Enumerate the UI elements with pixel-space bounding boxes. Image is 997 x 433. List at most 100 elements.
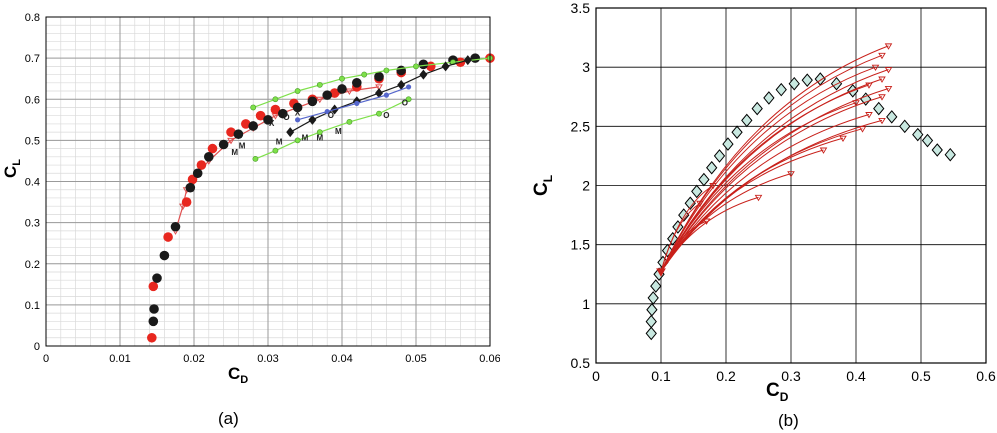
chart-b-diamond-point — [713, 149, 726, 163]
chart-b-diamond-point — [944, 147, 956, 162]
chart-a-point — [346, 118, 353, 125]
chart-b-red-marker — [696, 200, 704, 208]
chart-b-diamond-point — [691, 184, 703, 199]
chart-a-point — [396, 65, 407, 76]
chart-b-series — [645, 43, 956, 341]
chart-b-diamond-point — [646, 302, 658, 317]
chart-b-diamond-point — [678, 208, 690, 222]
chart-a-annotation: X — [269, 119, 275, 128]
chart-a-point — [147, 332, 157, 343]
chart-a-ytick-label: 0.5 — [25, 135, 40, 147]
chart-b-red-marker — [702, 218, 711, 225]
chart-a-point — [339, 75, 345, 82]
chart-a-annotation: M — [231, 148, 238, 157]
chart-b-xtick-label: 0.3 — [781, 368, 801, 384]
chart-a-annotation: X — [295, 109, 301, 118]
chart-a-point — [152, 273, 162, 283]
chart-a-series-6 — [295, 84, 412, 123]
chart-b-diamond-point — [788, 76, 800, 91]
chart-a-ytick-label: 0.1 — [25, 300, 40, 312]
chart-b-red-line — [660, 54, 883, 273]
chart-b-diamond-point — [912, 127, 924, 142]
chart-b-xtick-label: 0.5 — [911, 368, 931, 384]
chart-b-red-marker — [819, 147, 828, 154]
chart-a-point — [181, 197, 192, 207]
chart-b-red-marker — [878, 76, 886, 83]
chart-b-diamond-point — [873, 101, 885, 116]
chart-b-red-line — [660, 84, 870, 273]
chart-a-series-line — [252, 57, 491, 109]
chart-b-red-line — [660, 66, 876, 273]
chart-a-annotation: M — [316, 133, 323, 142]
chart-a-point — [185, 182, 196, 193]
chart-b-red-marker — [709, 183, 717, 190]
chart-b-ytick-label: 2.5 — [571, 118, 591, 134]
chart-b-xtick-label: 0.6 — [976, 368, 996, 384]
chart-b-red-marker — [884, 67, 893, 74]
chart-a-point — [354, 100, 360, 106]
chart-a-xtick-label: 0.01 — [109, 353, 130, 365]
chart-a-ytick-label: 0.2 — [25, 259, 40, 271]
chart-a-point — [329, 88, 340, 98]
chart-a-point — [218, 139, 229, 150]
chart-a-ytick-label: 0.6 — [25, 94, 40, 106]
chart-b-diamond-point — [899, 119, 911, 134]
chart-b-diamond-point — [931, 143, 943, 157]
chart-a-series-4 — [252, 96, 412, 162]
chart-b-red-marker — [884, 43, 893, 50]
chart-b-red-marker — [787, 171, 795, 178]
chart-a-point — [196, 160, 207, 170]
chart-b-diamond-point — [706, 160, 718, 175]
chart-a-point — [383, 67, 390, 74]
chart-a-point — [345, 88, 354, 95]
chart-b-red-marker — [865, 82, 873, 89]
chart-a-xtick-label: 0.05 — [405, 353, 426, 365]
chart-b-diamond-point — [886, 110, 898, 124]
chart-b-ytick-label: 3 — [582, 59, 590, 75]
chart-a-point — [227, 137, 235, 145]
chart-a-point — [248, 121, 258, 131]
chart-b-diamond-point — [763, 91, 775, 105]
chart-b-diamond-point — [921, 133, 934, 148]
chart-a-series-3 — [250, 55, 493, 111]
chart-b-ticks: 0 0.1 0.2 0.3 0.4 0.5 0.6 0.5 1 1.5 2 2.5 3 3.5 — [571, 0, 996, 384]
chart-a-ytick-label: 0 — [34, 341, 40, 353]
chart-b-xtick-label: 0.2 — [716, 368, 736, 384]
chart-a-point — [419, 69, 428, 80]
chart-b-red-line — [660, 220, 707, 273]
chart-b-red-marker — [839, 135, 847, 143]
chart-a-point — [159, 250, 170, 261]
chart-b-xtick-label: 0.4 — [846, 368, 866, 384]
chart-b-diamond-point — [684, 196, 696, 211]
chart-a-point — [250, 104, 257, 111]
chart-b-red-marker — [754, 194, 763, 202]
chart-a-annotation: M — [276, 137, 283, 146]
chart-a-point — [272, 96, 279, 103]
chart-a-point — [337, 84, 347, 94]
chart-b-red-marker — [878, 52, 886, 60]
chart-a-point — [241, 119, 251, 129]
chart-b-diamond-point — [645, 326, 657, 341]
chart-a-point — [308, 114, 317, 125]
chart-a-point — [322, 90, 333, 100]
chart-a-point — [374, 71, 384, 82]
chart-a-annotation: O — [383, 111, 389, 120]
chart-a-point — [406, 84, 412, 90]
chart-a-point — [324, 108, 330, 115]
chart-a-ticks: 0 0.01 0.02 0.03 0.04 0.05 0.06 0 0.1 0.2 0.3 0.4 0.… — [25, 12, 500, 365]
chart-a-point — [263, 115, 273, 125]
chart-b-xtick-label: 0 — [592, 368, 600, 384]
chart-a-point — [204, 152, 214, 162]
chart-a-point — [163, 232, 173, 242]
chart-a-point — [463, 55, 472, 66]
chart-a-xtick-label: 0.03 — [257, 353, 278, 365]
chart-a-point — [149, 304, 159, 314]
chart-a-xtick-label: 0.04 — [331, 353, 352, 365]
chart-b-red-marker — [865, 112, 873, 119]
chart-b-diamond-point — [731, 125, 743, 140]
chart-b-red-marker — [858, 126, 867, 133]
chart-a-annotation: O — [328, 111, 334, 120]
chart-a-xtick-label: 0.02 — [183, 353, 204, 365]
chart-a-point — [294, 137, 301, 144]
chart-a-point — [418, 59, 429, 70]
